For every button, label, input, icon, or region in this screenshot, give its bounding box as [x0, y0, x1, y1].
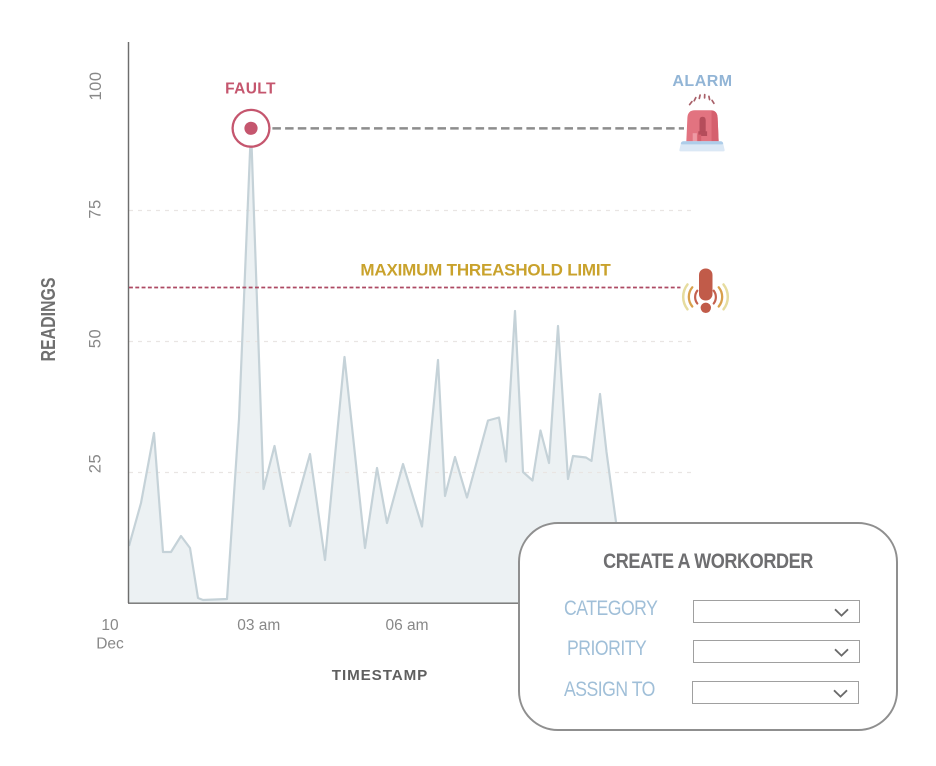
- svg-text:Dec: Dec: [96, 636, 124, 653]
- svg-text:ALARM: ALARM: [672, 73, 732, 90]
- svg-text:TIMESTAMP: TIMESTAMP: [332, 667, 428, 684]
- svg-text:100: 100: [87, 71, 105, 100]
- svg-text:50: 50: [87, 329, 105, 348]
- svg-text:06 am: 06 am: [385, 617, 428, 634]
- svg-text:10: 10: [101, 617, 119, 634]
- svg-text:READINGS: READINGS: [38, 278, 60, 362]
- svg-text:25: 25: [87, 454, 105, 473]
- svg-text:75: 75: [87, 199, 105, 218]
- svg-text:03 am: 03 am: [237, 617, 280, 634]
- svg-text:FAULT: FAULT: [225, 81, 276, 98]
- svg-text:MAXIMUM THREASHOLD LIMIT: MAXIMUM THREASHOLD LIMIT: [360, 261, 611, 280]
